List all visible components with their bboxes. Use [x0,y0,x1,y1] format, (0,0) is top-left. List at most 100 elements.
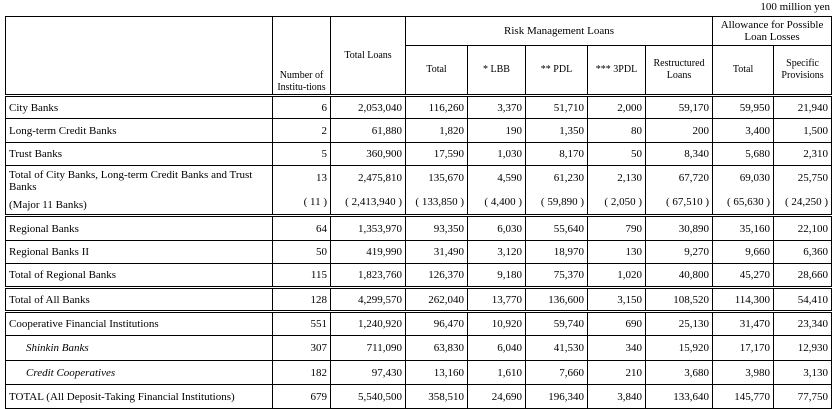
cell-value: 17,590 [433,148,464,160]
cell-value: 5,540,500 [358,390,402,403]
cell-value: 3,680 [684,366,710,379]
risk-col-header: ** PDL [525,45,588,97]
cell-value: 23,340 [797,318,829,330]
risk-col-header: Restructured Loans [644,45,714,97]
cell-value: 3,370 [497,101,522,114]
cell-value: 9,180 [497,269,522,281]
cell: 262,040 [405,287,468,313]
table-row: Regional Banks II 50 419,990 31,490 3,120 18,… [5,240,833,264]
cell: 3,370 [467,95,526,119]
allowance-col-header: Specific Provisions [773,45,833,97]
cell-value: 63,830 [433,342,464,354]
cell: 2 [272,118,331,143]
cell: 133,640 [644,384,714,409]
row-label-text: Cooperative Financial Institutions [9,318,159,330]
cell: 6,030 [467,215,526,241]
cell: 711,090 [330,335,406,361]
cell: 24,690 [467,384,526,409]
cell: 80 [587,118,646,143]
cell-note: ( 65,630 ) [726,196,771,208]
cell: 1,030 [467,142,526,166]
cell: 25,130 [644,311,714,336]
cell: 340 [587,335,646,361]
cell: 2,310 [773,142,833,166]
cell: 17,170 [712,335,775,361]
cell: 1,240,920 [330,311,406,336]
row-label: Trust Banks [5,142,273,166]
cell: 1,353,970 [330,215,406,241]
cell-value: 135,670 [428,172,464,184]
cell-value: 96,470 [433,318,464,330]
cell: 41,530 [525,335,588,361]
cell-value: 6,030 [497,222,522,235]
row-label: Shinkin Banks [5,335,273,361]
table-row: TOTAL (All Deposit-Taking Financial Inst… [5,384,833,409]
cell-value: 55,640 [553,222,584,235]
cell-value: 711,090 [366,342,402,354]
cell: 5,540,500 [330,384,406,409]
cell-value: 18,970 [553,246,584,258]
cell: 135,670 ( 133,850 ) [405,165,468,217]
cell-value: 12,930 [797,342,829,354]
cell: 210 [587,360,646,385]
cell-value: 108,520 [673,293,710,306]
cell-value: 5,680 [745,148,771,160]
cell: 114,300 [712,287,775,313]
cell-value: 21,940 [797,101,829,114]
cell: 9,270 [644,240,714,264]
cell: 679 [272,384,331,409]
cell: 307 [272,335,331,361]
cell-value: 1,240,920 [358,318,402,330]
cell-value: 15,920 [678,342,710,354]
allowance-col-header: Total [712,45,775,97]
cell-value: 8,170 [559,148,584,160]
cell-value: 1,820 [439,124,464,137]
cell-value: 130 [625,246,643,258]
cell-value: 67,720 [678,172,710,184]
cell: 108,520 [644,287,714,313]
allowance-group-header: Allowance for Possible Loan Losses [712,16,833,46]
cell-note: ( 2,050 ) [604,196,642,208]
cell: 115 [272,263,331,289]
cell-value: 9,660 [745,246,771,258]
cell-value: 1,610 [497,366,522,379]
cell: 3,680 [644,360,714,385]
cell: 136,600 [525,287,588,313]
row-label: Cooperative Financial Institutions [5,311,273,336]
total-loans-header: Total Loans [330,16,406,97]
cell-value: 6,360 [803,246,829,258]
row-label: TOTAL (All Deposit-Taking Financial Inst… [5,384,273,409]
cell: 13,160 [405,360,468,385]
cell-value: 69,030 [739,172,771,184]
cell-value: 5 [321,148,328,160]
row-label-text: Trust Banks [9,148,63,160]
table-row: Long-term Credit Banks 2 61,880 1,820 190 1,3… [5,118,833,143]
cell-value: 210 [625,366,643,379]
cell-value: 2,053,040 [358,101,402,114]
cell: 51,710 [525,95,588,119]
row-label-text: Credit Cooperatives [26,366,116,379]
cell-value: 75,370 [553,269,584,281]
cell: 6,360 [773,240,833,264]
cell-value: 7,660 [559,366,584,379]
cell: 77,750 [773,384,833,409]
cell: 1,350 [525,118,588,143]
cell-value: 93,350 [433,222,464,235]
cell-note: ( 133,850 ) [415,196,464,208]
cell-value: 50 [316,246,327,258]
cell: 3,980 [712,360,775,385]
cell: 59,950 [712,95,775,119]
cell: 360,900 [330,142,406,166]
cell-value: 1,500 [803,124,829,137]
cell: 18,970 [525,240,588,264]
cell: 96,470 [405,311,468,336]
cell-value: 30,890 [678,222,710,235]
cell-value: 1,020 [617,269,642,281]
cell: 358,510 [405,384,468,409]
cell-value: 59,170 [678,101,710,114]
cell-value: 97,430 [371,366,402,379]
cell-value: 360,900 [366,148,402,160]
cell-value: 64 [316,222,327,235]
cell-value: 2,000 [617,101,642,114]
cell: 130 [587,240,646,264]
